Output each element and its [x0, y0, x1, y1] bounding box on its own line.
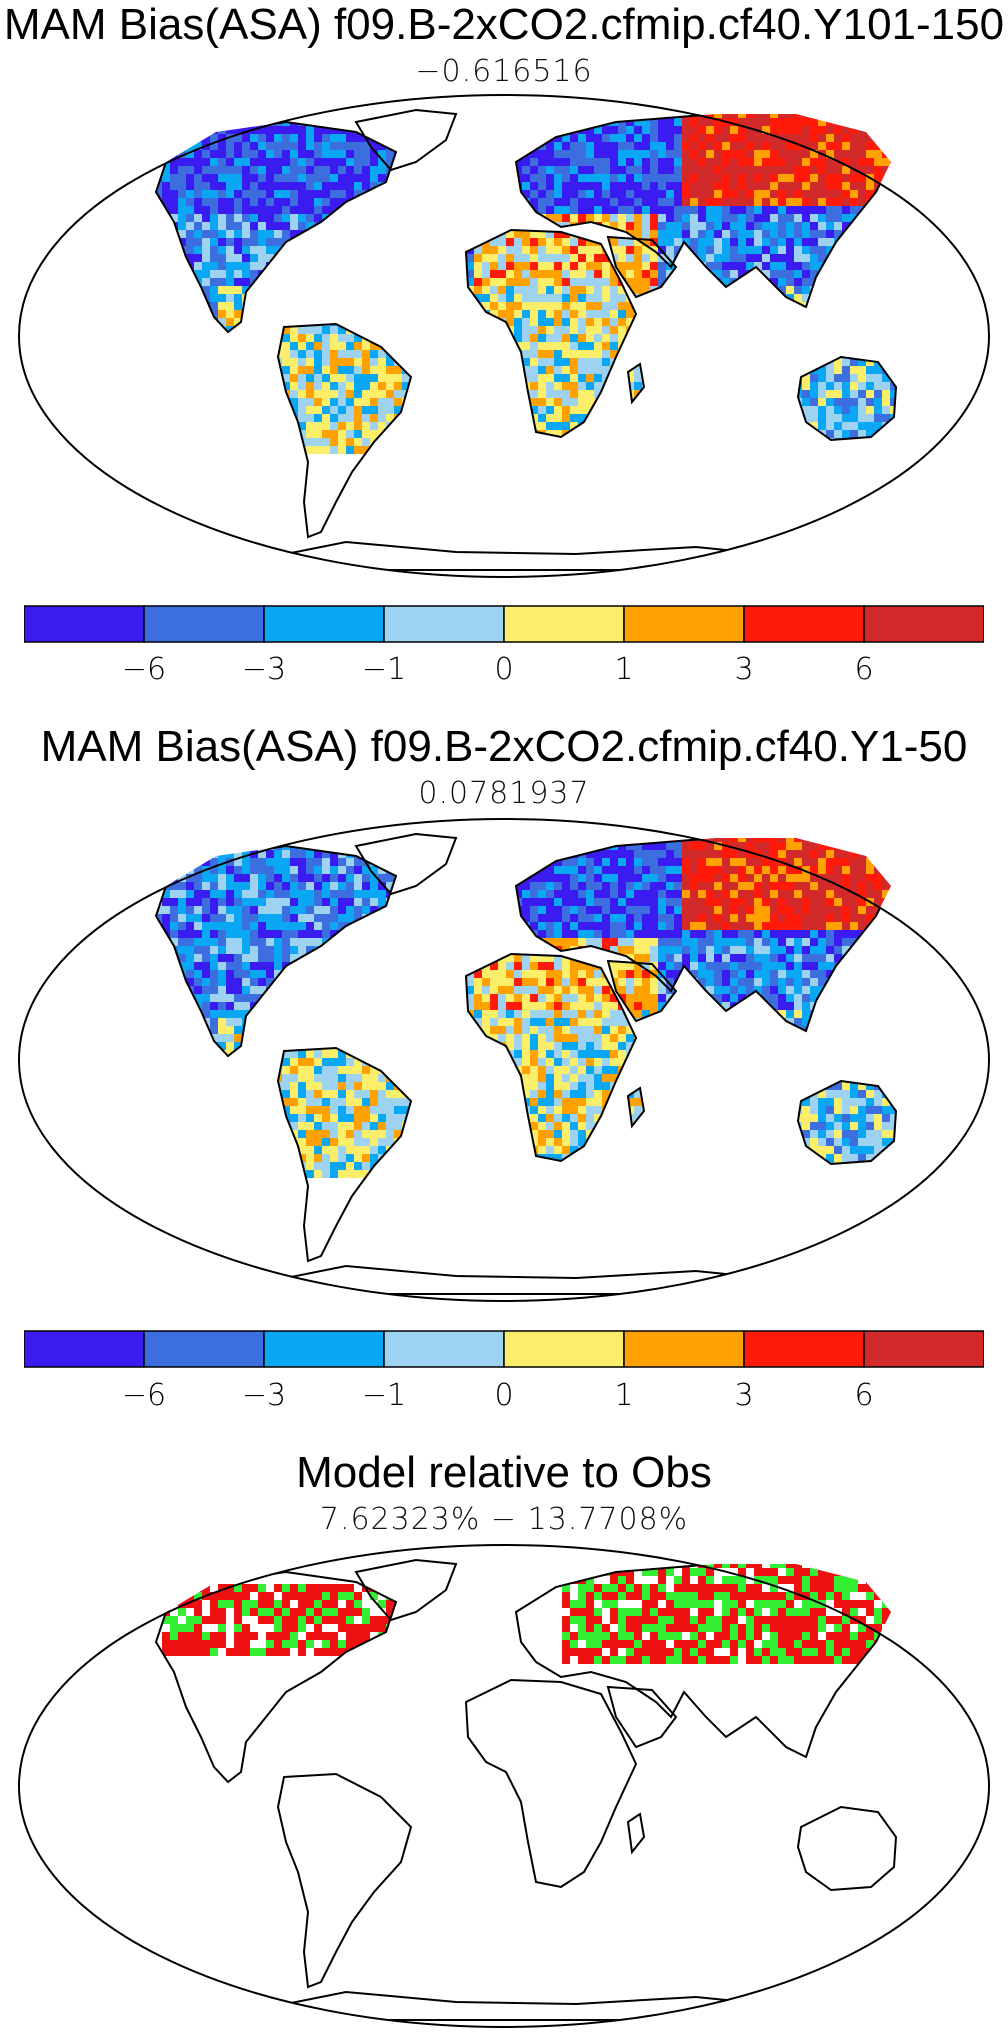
colorbar-swatch-5 [623, 1330, 745, 1368]
coastlines [154, 1558, 898, 2021]
panel-2-global-mean: 0.0781937 [418, 776, 590, 811]
colorbar-swatch-6 [743, 605, 865, 643]
coastline-greenland [354, 1558, 458, 1622]
colorbar-swatch-3 [383, 605, 505, 643]
colorbar-tick-label: 0 [494, 652, 514, 687]
map-frame [18, 1544, 990, 2028]
coastline-south-america [276, 1046, 413, 1263]
colorbar-swatch-7 [863, 605, 984, 643]
colorbar-swatch-2 [263, 1330, 385, 1368]
colorbar-tick-label: 3 [734, 1378, 754, 1413]
coastline-arabia [606, 959, 678, 1023]
panel-3-title: Model relative to Obs [296, 1448, 712, 1497]
colorbar-swatch-2 [263, 605, 385, 643]
colorbar-tick-label: −3 [241, 652, 287, 687]
map-data-cells [156, 114, 896, 454]
colorbar-tick-label: 6 [854, 1378, 874, 1413]
panel-1-title: MAM Bias(ASA) f09.B-2xCO2.cfmip.cf40.Y10… [3, 0, 1005, 49]
coastline-antarctica-edge [215, 540, 837, 571]
map-frame [18, 94, 990, 578]
colorbar-swatch-3 [383, 1330, 505, 1368]
coastline-south-america [276, 1772, 413, 1989]
panel-1-map [18, 94, 990, 578]
coastline-north-america [154, 1570, 398, 1784]
coastline-australia [796, 1805, 898, 1892]
coastline-north-america [154, 844, 398, 1058]
colorbar-tick-label: −6 [121, 652, 167, 687]
colorbar-swatch-1 [143, 1330, 265, 1368]
map-data-cells [162, 1564, 896, 1664]
colorbar-tick-label: 6 [854, 652, 874, 687]
colorbar-swatch-4 [503, 605, 625, 643]
coastline-africa [464, 952, 638, 1163]
colorbar-tick-label: 0 [494, 1378, 514, 1413]
colorbar-swatch-7 [863, 1330, 984, 1368]
panel-1-colorbar [24, 605, 984, 643]
coastline-africa [464, 228, 638, 439]
coastline-africa [464, 1678, 638, 1889]
panel-2-map [18, 818, 990, 1302]
coastline-arabia [606, 235, 678, 299]
colorbar-swatch-6 [743, 1330, 865, 1368]
colorbar-tick-label: 3 [734, 652, 754, 687]
panel-1-global-mean: −0.616516 [415, 54, 593, 89]
map-data-cells [156, 838, 896, 1178]
colorbar-tick-label: −6 [121, 1378, 167, 1413]
colorbar-tick-label: −3 [241, 1378, 287, 1413]
coastline-greenland [354, 832, 458, 896]
coastline-north-america [154, 120, 398, 334]
coastline-australia [796, 355, 898, 442]
colorbar-tick-label: −1 [361, 652, 407, 687]
colorbar-swatch-4 [503, 1330, 625, 1368]
colorbar-tick-label: 1 [614, 1378, 634, 1413]
panel-2-title: MAM Bias(ASA) f09.B-2xCO2.cfmip.cf40.Y1-… [40, 722, 968, 771]
colorbar-swatch-5 [623, 605, 745, 643]
coastline-south-america [276, 322, 413, 539]
panel-3-range: 7.62323% − 13.7708% [319, 1502, 689, 1537]
colorbar-swatch-1 [143, 605, 265, 643]
colorbar-tick-label: 1 [614, 652, 634, 687]
coastline-arabia [606, 1685, 678, 1749]
coastline-australia [796, 1079, 898, 1166]
coastline-greenland [354, 108, 458, 172]
panel-2-colorbar [24, 1330, 984, 1368]
coastline-madagascar [626, 362, 646, 405]
map-frame [18, 818, 990, 1302]
colorbar-tick-label: −1 [361, 1378, 407, 1413]
coastline-madagascar [626, 1812, 646, 1855]
coastlines [154, 832, 898, 1295]
coastline-madagascar [626, 1086, 646, 1129]
colorbar-swatch-0 [24, 1330, 145, 1368]
coastlines [154, 108, 898, 571]
panel-2-colorbar-ticks: −6 −3 −1 0 1 3 6 [24, 1378, 984, 1418]
coastline-antarctica-edge [215, 1990, 837, 2021]
colorbar-swatch-0 [24, 605, 145, 643]
panel-3-map [18, 1544, 990, 2028]
panel-1-colorbar-ticks: −6 −3 −1 0 1 3 6 [24, 652, 984, 692]
coastline-antarctica-edge [215, 1264, 837, 1295]
